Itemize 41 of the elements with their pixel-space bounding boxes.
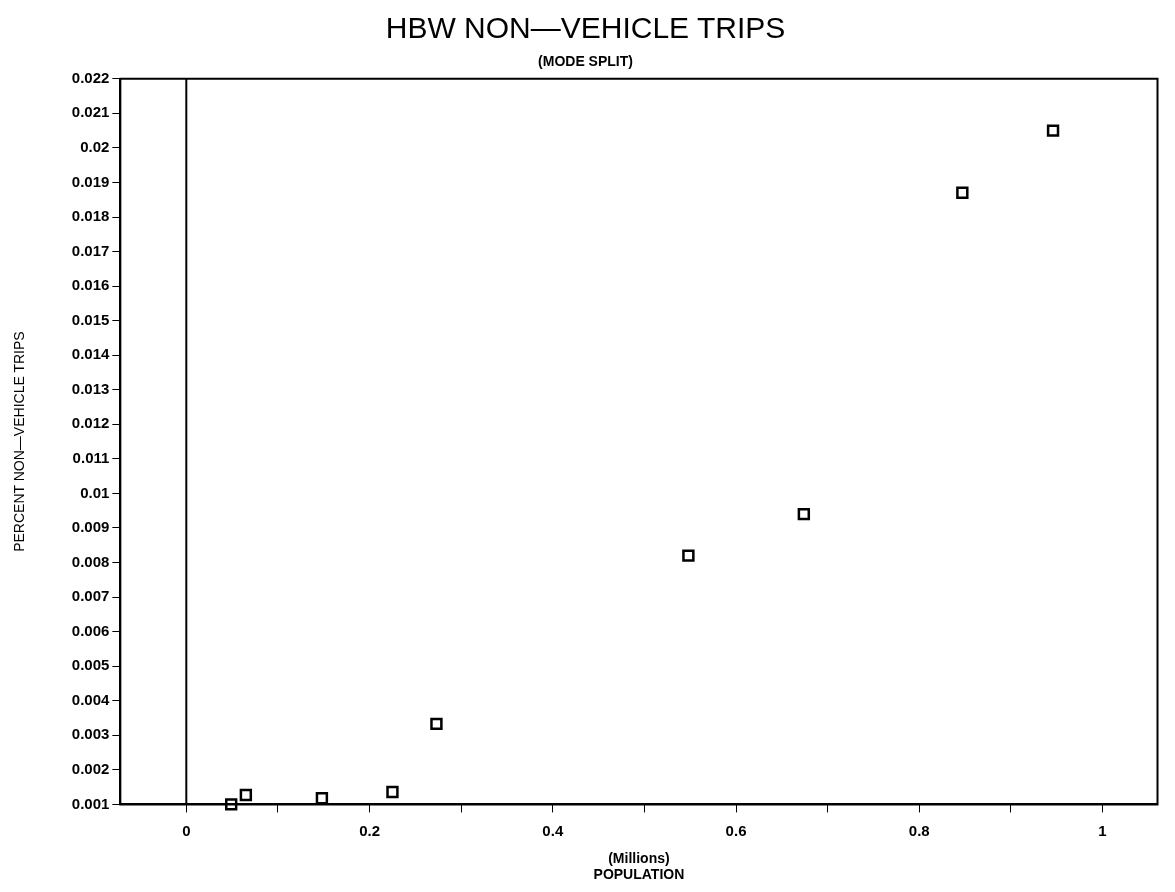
y-tick-label: 0.012 <box>71 414 110 432</box>
point <box>239 788 253 802</box>
x-tick-label: 0.8 <box>908 821 930 839</box>
y-tick-label: 0.01 <box>80 483 110 501</box>
y-tick-label: 0.008 <box>71 552 110 570</box>
point <box>386 785 399 799</box>
point <box>225 798 238 811</box>
y-tick-label: 0.014 <box>71 345 110 363</box>
y-tick-label: 0.009 <box>71 518 110 536</box>
chart-subtitle: (MODE SPLIT) <box>538 53 633 70</box>
y-tick-label: 0.022 <box>71 68 110 86</box>
y-tick-label: 0.018 <box>71 207 110 225</box>
y-tick-label: 0.011 <box>72 449 110 467</box>
point <box>315 791 329 805</box>
y-tick-label: 0.004 <box>71 690 110 708</box>
chart-title: HBW NON—VEHICLE TRIPS <box>385 11 786 45</box>
y-tick-label: 0.006 <box>71 621 110 639</box>
x-tick-label: 0.6 <box>725 821 747 839</box>
point <box>682 549 695 562</box>
y-tick-label: 0.015 <box>71 310 110 328</box>
x-tick-label: 0 <box>182 821 191 839</box>
point <box>797 507 811 521</box>
y-tick-label: 0.021 <box>71 103 110 121</box>
point <box>1046 124 1060 137</box>
y-axis-title: PERCENT NON—VEHICLE TRIPS <box>11 331 28 552</box>
y-tick-label: 0.019 <box>71 172 110 190</box>
x-axis-title: (Millions) POPULATION <box>593 849 685 883</box>
point <box>430 717 443 731</box>
y-tick-label: 0.002 <box>71 759 110 777</box>
point <box>956 186 969 200</box>
y-tick-label: 0.016 <box>71 276 110 294</box>
y-tick-label: 0.003 <box>71 725 110 743</box>
x-tick-label: 1 <box>1098 821 1107 839</box>
y-tick-label: 0.005 <box>71 656 110 674</box>
y-tick-label: 0.013 <box>71 379 110 397</box>
y-tick-label: 0.007 <box>71 587 110 605</box>
x-tick-label: 0.2 <box>359 821 380 839</box>
y-tick-label: 0.02 <box>80 138 110 156</box>
y-tick-label: 0.001 <box>71 794 110 812</box>
x-tick-label: 0.4 <box>542 821 564 839</box>
y-tick-label: 0.017 <box>71 241 110 259</box>
